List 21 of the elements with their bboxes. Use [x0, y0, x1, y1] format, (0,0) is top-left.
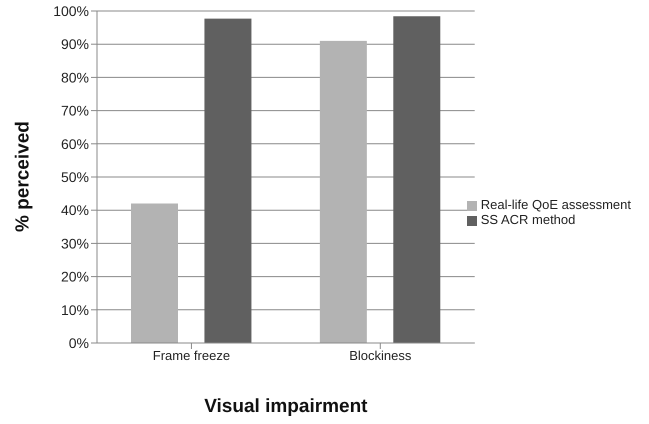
legend-label: SS ACR method	[480, 212, 576, 227]
y-tick-label: 30%	[60, 235, 89, 252]
bar	[320, 40, 367, 343]
y-tick-label: 0%	[68, 334, 89, 351]
x-tick-label: Frame freeze	[152, 348, 230, 364]
y-tick-label: 80%	[60, 69, 89, 86]
y-axis-title: % perceived	[12, 121, 34, 232]
y-tick-label: 50%	[60, 168, 89, 185]
bar	[393, 16, 440, 343]
y-tick-label: 10%	[60, 302, 89, 318]
y-tick-label: 20%	[60, 268, 89, 285]
y-tick-label: 100%	[53, 2, 89, 19]
y-tick-label: 60%	[60, 136, 89, 152]
y-tick-label: 70%	[60, 102, 89, 119]
x-axis-title: Visual impairment	[204, 396, 368, 417]
bar	[130, 204, 178, 343]
x-tick-label: Blockiness	[349, 348, 412, 364]
y-tick-label: 40%	[60, 202, 89, 218]
bar	[204, 18, 252, 343]
legend-label: Real-life QoE assessment	[480, 197, 631, 212]
y-tick-label: 90%	[60, 36, 89, 52]
